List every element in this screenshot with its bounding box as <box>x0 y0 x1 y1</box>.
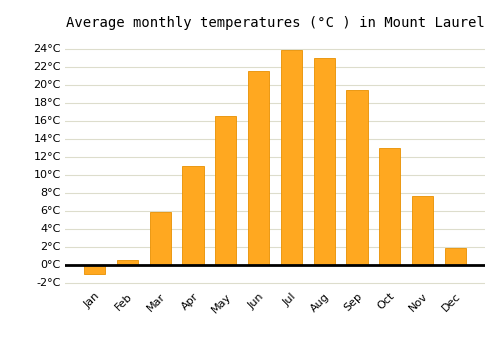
Title: Average monthly temperatures (°C ) in Mount Laurel: Average monthly temperatures (°C ) in Mo… <box>66 16 484 30</box>
Bar <box>215 116 236 265</box>
Bar <box>150 212 171 265</box>
Bar <box>182 166 204 265</box>
Bar <box>412 196 433 265</box>
Bar <box>84 265 106 273</box>
Bar <box>444 248 466 265</box>
Bar <box>248 71 270 265</box>
Bar <box>280 50 302 265</box>
Bar <box>117 260 138 265</box>
Bar <box>379 147 400 265</box>
Bar <box>314 57 335 265</box>
Bar <box>346 90 368 265</box>
